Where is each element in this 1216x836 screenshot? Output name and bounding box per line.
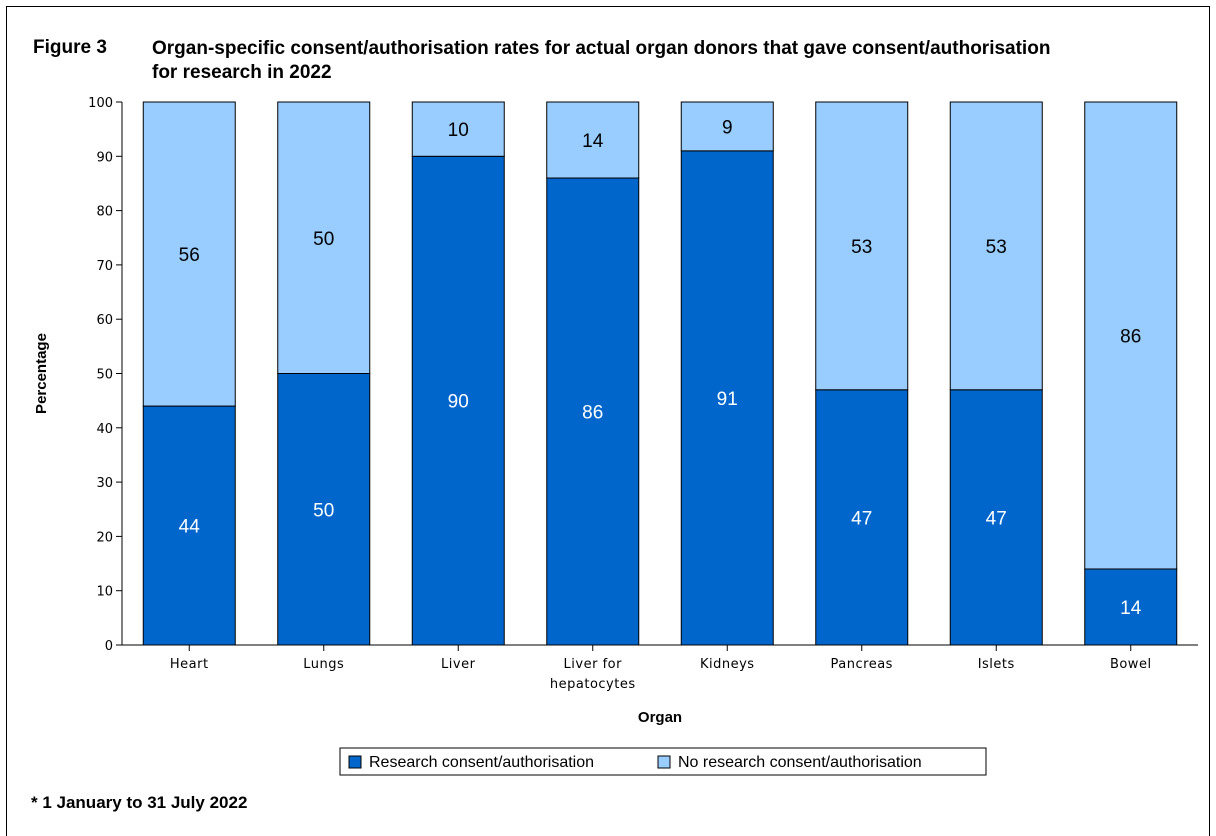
data-label-no-research: 50 (313, 229, 334, 250)
x-tick-label: Lungs (303, 657, 344, 672)
y-tick-label: 0 (105, 639, 113, 654)
data-label-research: 44 (179, 517, 201, 538)
y-tick-label: 40 (96, 422, 113, 437)
data-label-no-research: 14 (582, 131, 604, 152)
y-tick-label: 90 (96, 150, 113, 165)
x-tick-label: Islets (978, 657, 1015, 672)
data-label-research: 50 (313, 500, 334, 521)
legend-label-research: Research consent/authorisation (369, 754, 594, 771)
data-label-no-research: 86 (1120, 326, 1141, 347)
y-tick-label: 100 (88, 96, 113, 111)
data-label-research: 91 (717, 389, 738, 410)
x-axis-title: Organ (638, 709, 682, 726)
data-label-no-research: 10 (448, 120, 469, 141)
y-tick-label: 30 (96, 476, 113, 491)
x-tick-label: Kidneys (700, 657, 755, 672)
data-label-no-research: 53 (986, 237, 1007, 258)
y-tick-label: 10 (96, 585, 113, 600)
footnote: * 1 January to 31 July 2022 (31, 793, 247, 813)
y-tick-label: 60 (96, 313, 113, 328)
x-tick-label: Liver (441, 657, 476, 672)
y-tick-label: 20 (96, 530, 113, 545)
data-label-research: 47 (851, 508, 872, 529)
x-tick-label: Pancreas (831, 657, 893, 672)
data-label-no-research: 56 (179, 245, 200, 266)
data-label-research: 90 (448, 392, 469, 413)
x-tick-label: Liver for (564, 657, 623, 672)
x-tick-label: hepatocytes (550, 677, 636, 692)
x-tick-label: Heart (170, 657, 209, 672)
chart-bars (143, 102, 1177, 645)
legend-swatch-no-research (658, 756, 670, 768)
y-tick-label: 80 (96, 205, 113, 220)
data-label-no-research: 9 (722, 117, 733, 138)
y-axis-title: Percentage (33, 333, 50, 414)
data-label-research: 47 (986, 508, 1007, 529)
legend-label-no-research: No research consent/authorisation (678, 754, 922, 771)
data-label-no-research: 53 (851, 237, 872, 258)
legend-swatch-research (349, 756, 361, 768)
y-tick-label: 50 (96, 368, 113, 383)
data-label-research: 86 (582, 403, 603, 424)
x-tick-label: Bowel (1110, 657, 1152, 672)
chart-legend: Research consent/authorisation No researc… (340, 748, 986, 775)
data-label-research: 14 (1120, 598, 1142, 619)
y-tick-label: 70 (96, 259, 113, 274)
